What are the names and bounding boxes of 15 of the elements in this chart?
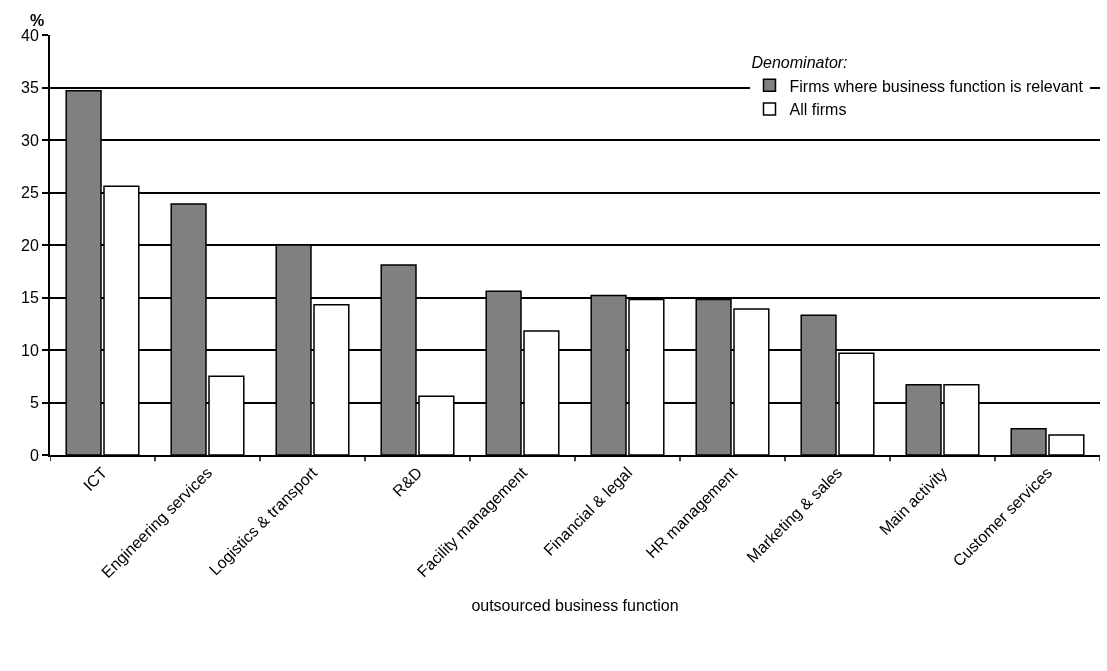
y-tick-label: 0 <box>29 446 39 464</box>
x-axis-title: outsourced business function <box>471 597 679 615</box>
y-tick-label: 25 <box>21 184 39 202</box>
x-tick-label: ICT <box>80 463 111 495</box>
y-tick-label: 40 <box>21 26 39 44</box>
legend-label: All firms <box>789 101 847 119</box>
y-tick-label: 35 <box>21 79 39 97</box>
y-tick-label: 5 <box>29 394 39 412</box>
y-tick-label: 10 <box>21 341 39 359</box>
y-tick-label: 30 <box>21 131 39 149</box>
y-tick-label: 20 <box>21 236 39 254</box>
legend-title: Denominator: <box>751 54 848 72</box>
legend-label: Firms where business function is relevant <box>789 77 1084 95</box>
y-tick-label: 15 <box>21 289 39 307</box>
y-axis-title: % <box>30 12 45 29</box>
